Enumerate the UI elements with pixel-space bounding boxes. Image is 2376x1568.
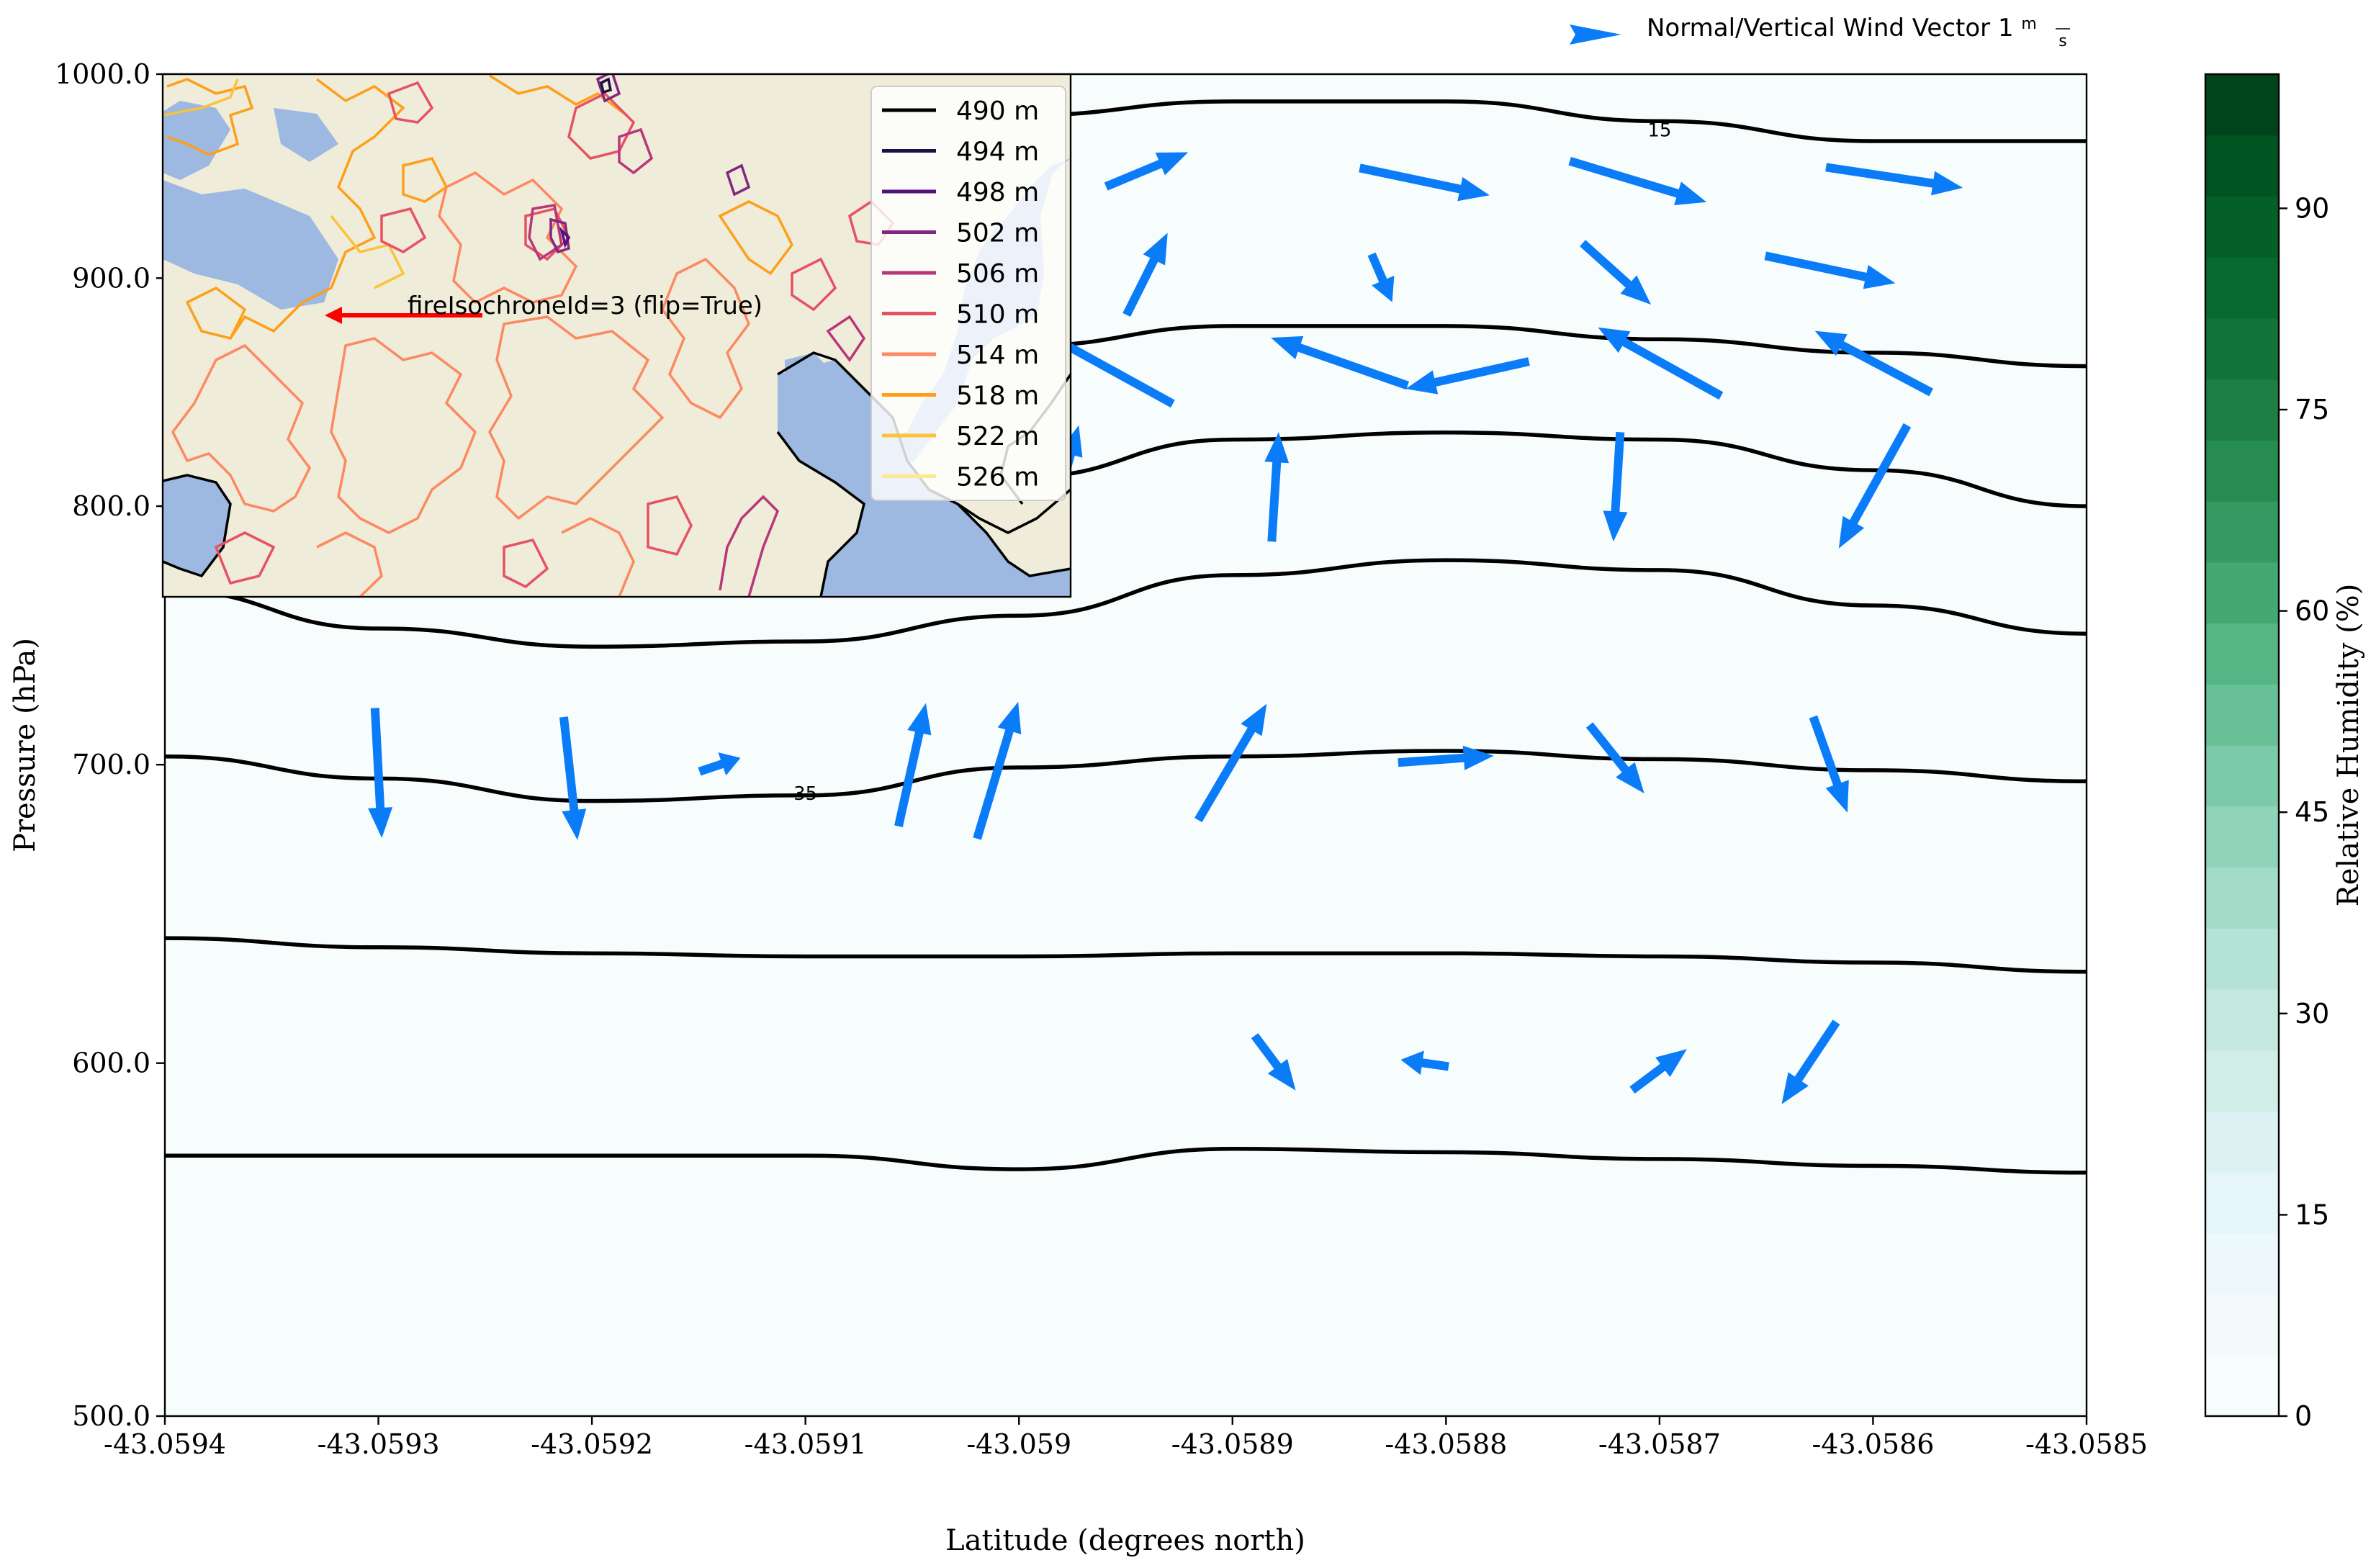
rh-cross-section-figure: 152535 -43.0594-43.0593-43.0592-43.0591-…: [9, 14, 2365, 1557]
